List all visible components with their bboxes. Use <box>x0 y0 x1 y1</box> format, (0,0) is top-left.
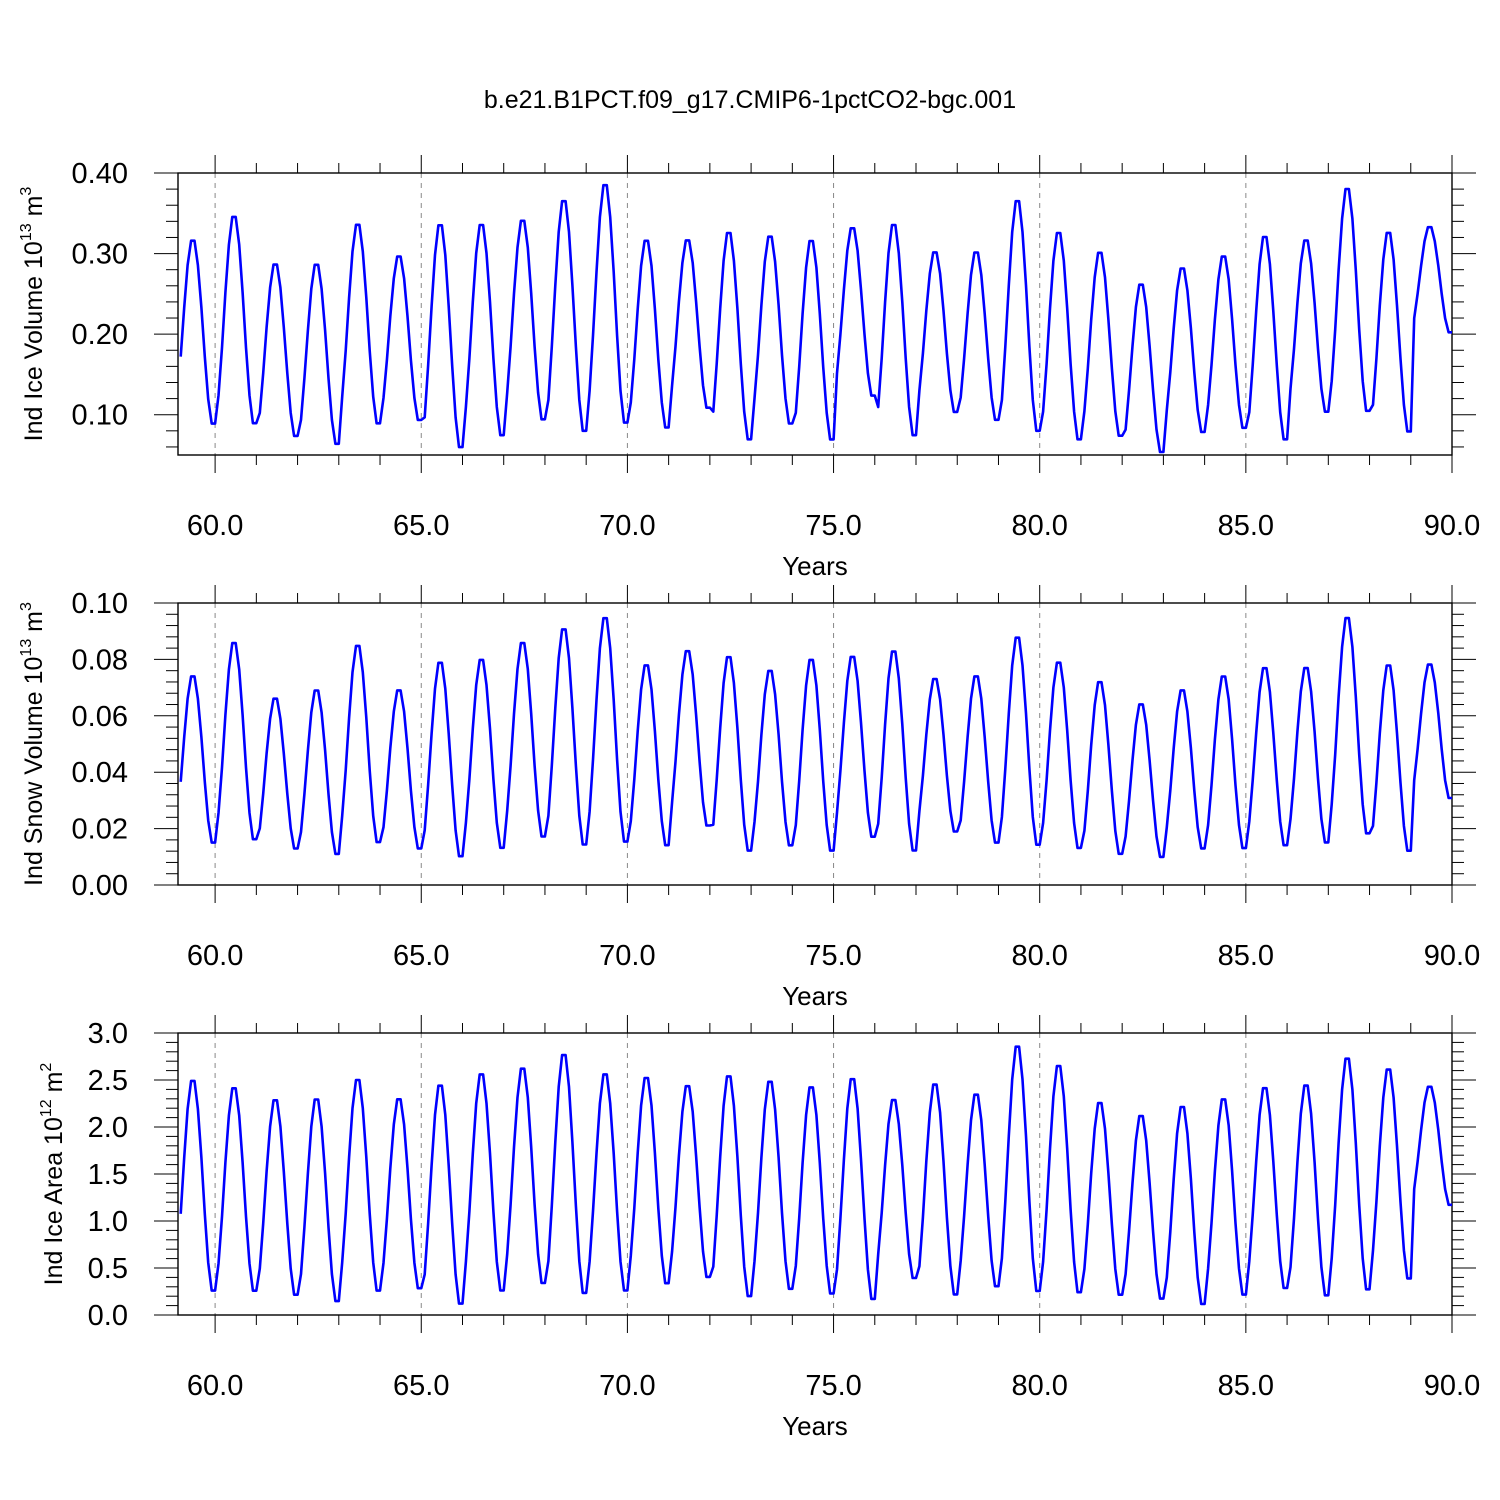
y-axis-label: Ind Snow Volume 1013 m3 <box>18 602 48 886</box>
x-axis-label: Years <box>782 1411 848 1441</box>
y-tick-label: 0.5 <box>88 1253 128 1285</box>
x-tick-label: 90.0 <box>1424 940 1480 972</box>
x-tick-label: 70.0 <box>599 940 655 972</box>
y-tick-label: 1.5 <box>88 1159 128 1191</box>
x-tick-label: 80.0 <box>1011 1370 1067 1402</box>
y-tick-label: 0.10 <box>72 400 128 432</box>
plot-frame <box>177 172 1453 456</box>
x-tick-label: 65.0 <box>393 940 449 972</box>
series-line <box>179 616 1452 859</box>
x-tick-label: 60.0 <box>187 1370 243 1402</box>
panel-3: 60.0 65.0 70.0 75.0 80.0 85.0 90.0 0.0 0.5 1.0 1.5… <box>38 1015 1480 1441</box>
series-line <box>179 183 1452 454</box>
y-tick-label: 0.0 <box>88 1300 128 1332</box>
y-tick-label: 0.00 <box>72 870 128 902</box>
series-line <box>179 1045 1452 1306</box>
x-tick-label: 75.0 <box>805 940 861 972</box>
x-tick-label: 85.0 <box>1218 940 1274 972</box>
x-tick-label: 80.0 <box>1011 940 1067 972</box>
x-tick-label: 65.0 <box>393 1370 449 1402</box>
x-tick-label: 85.0 <box>1218 1370 1274 1402</box>
x-tick-label: 60.0 <box>187 940 243 972</box>
y-tick-label: 0.04 <box>72 757 128 789</box>
y-axis-label: Ind Ice Volume 1013 m3 <box>18 187 48 442</box>
y-tick-label: 1.0 <box>88 1206 128 1238</box>
y-tick-label: 2.0 <box>88 1112 128 1144</box>
x-tick-label: 65.0 <box>393 510 449 542</box>
y-tick-label: 0.10 <box>72 588 128 620</box>
panel-2: 60.0 65.0 70.0 75.0 80.0 85.0 90.0 0.00 0.02 0.04… <box>18 585 1480 1011</box>
x-tick-label: 60.0 <box>187 510 243 542</box>
y-tick-label: 3.0 <box>88 1018 128 1050</box>
x-tick-label: 85.0 <box>1218 510 1274 542</box>
y-tick-label: 0.40 <box>72 158 128 190</box>
y-axis-label: Ind Ice Area 1012 m2 <box>38 1063 68 1286</box>
x-tick-label: 80.0 <box>1011 510 1067 542</box>
chart-title: b.e21.B1PCT.f09_g17.CMIP6-1pctCO2-bgc.00… <box>484 86 1016 114</box>
y-tick-label: 2.5 <box>88 1065 128 1097</box>
panels: 60.0 65.0 70.0 75.0 80.0 85.0 90.0 0.10 0.20 0.30… <box>18 155 1480 1441</box>
x-tick-label: 90.0 <box>1424 1370 1480 1402</box>
plot-frame <box>177 1032 1453 1316</box>
y-tick-label: 0.02 <box>72 814 128 846</box>
x-tick-label: 75.0 <box>805 1370 861 1402</box>
y-tick-label: 0.20 <box>72 319 128 351</box>
x-tick-label: 70.0 <box>599 1370 655 1402</box>
x-tick-label: 75.0 <box>805 510 861 542</box>
y-tick-label: 0.30 <box>72 239 128 271</box>
y-tick-label: 0.06 <box>72 701 128 733</box>
panel-1: 60.0 65.0 70.0 75.0 80.0 85.0 90.0 0.10 0.20 0.30… <box>18 155 1480 581</box>
y-tick-label: 0.08 <box>72 644 128 676</box>
x-tick-label: 90.0 <box>1424 510 1480 542</box>
plot-frame <box>177 602 1453 886</box>
x-tick-label: 70.0 <box>599 510 655 542</box>
x-axis-label: Years <box>782 981 848 1011</box>
x-axis-label: Years <box>782 551 848 581</box>
